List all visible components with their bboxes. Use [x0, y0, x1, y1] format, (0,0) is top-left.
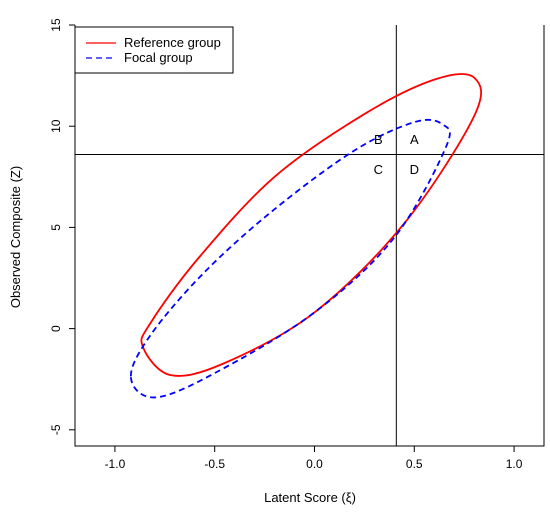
quadrant-label-d: D [410, 162, 419, 177]
series-reference-group [140, 73, 482, 377]
x-tick-label: 0.5 [406, 457, 423, 471]
plot-frame [74, 25, 545, 447]
x-tick-label: 1.0 [506, 457, 523, 471]
x-tick-label: 0.0 [306, 457, 323, 471]
reference-lines [75, 25, 544, 446]
y-tick-label: 0 [49, 325, 63, 332]
x-tick-label: -0.5 [204, 457, 225, 471]
y-tick-label: 5 [49, 224, 63, 231]
legend-label-focal: Focal group [124, 50, 193, 65]
legend-label-reference: Reference group [124, 35, 221, 50]
quadrant-label-b: B [374, 132, 383, 147]
series-curves [129, 73, 482, 399]
y-tick-label: -5 [49, 424, 63, 435]
y-tick-label: 10 [49, 119, 63, 133]
legend-box [74, 26, 234, 74]
legend: Reference group Focal group [74, 26, 234, 74]
y-tick-label: 15 [49, 18, 63, 32]
quadrant-label-c: C [374, 162, 383, 177]
y-axis-title: Observed Composite (Z) [8, 166, 23, 308]
series-focal-group [129, 118, 451, 399]
quadrant-labels: B A C D [374, 132, 419, 177]
axes: -1.0 -0.5 0.0 0.5 1.0 -5 0 5 10 15 [49, 18, 545, 471]
x-tick-label: -1.0 [105, 457, 126, 471]
x-axis-title: Latent Score (ξ) [264, 490, 356, 505]
quadrant-label-a: A [410, 132, 419, 147]
